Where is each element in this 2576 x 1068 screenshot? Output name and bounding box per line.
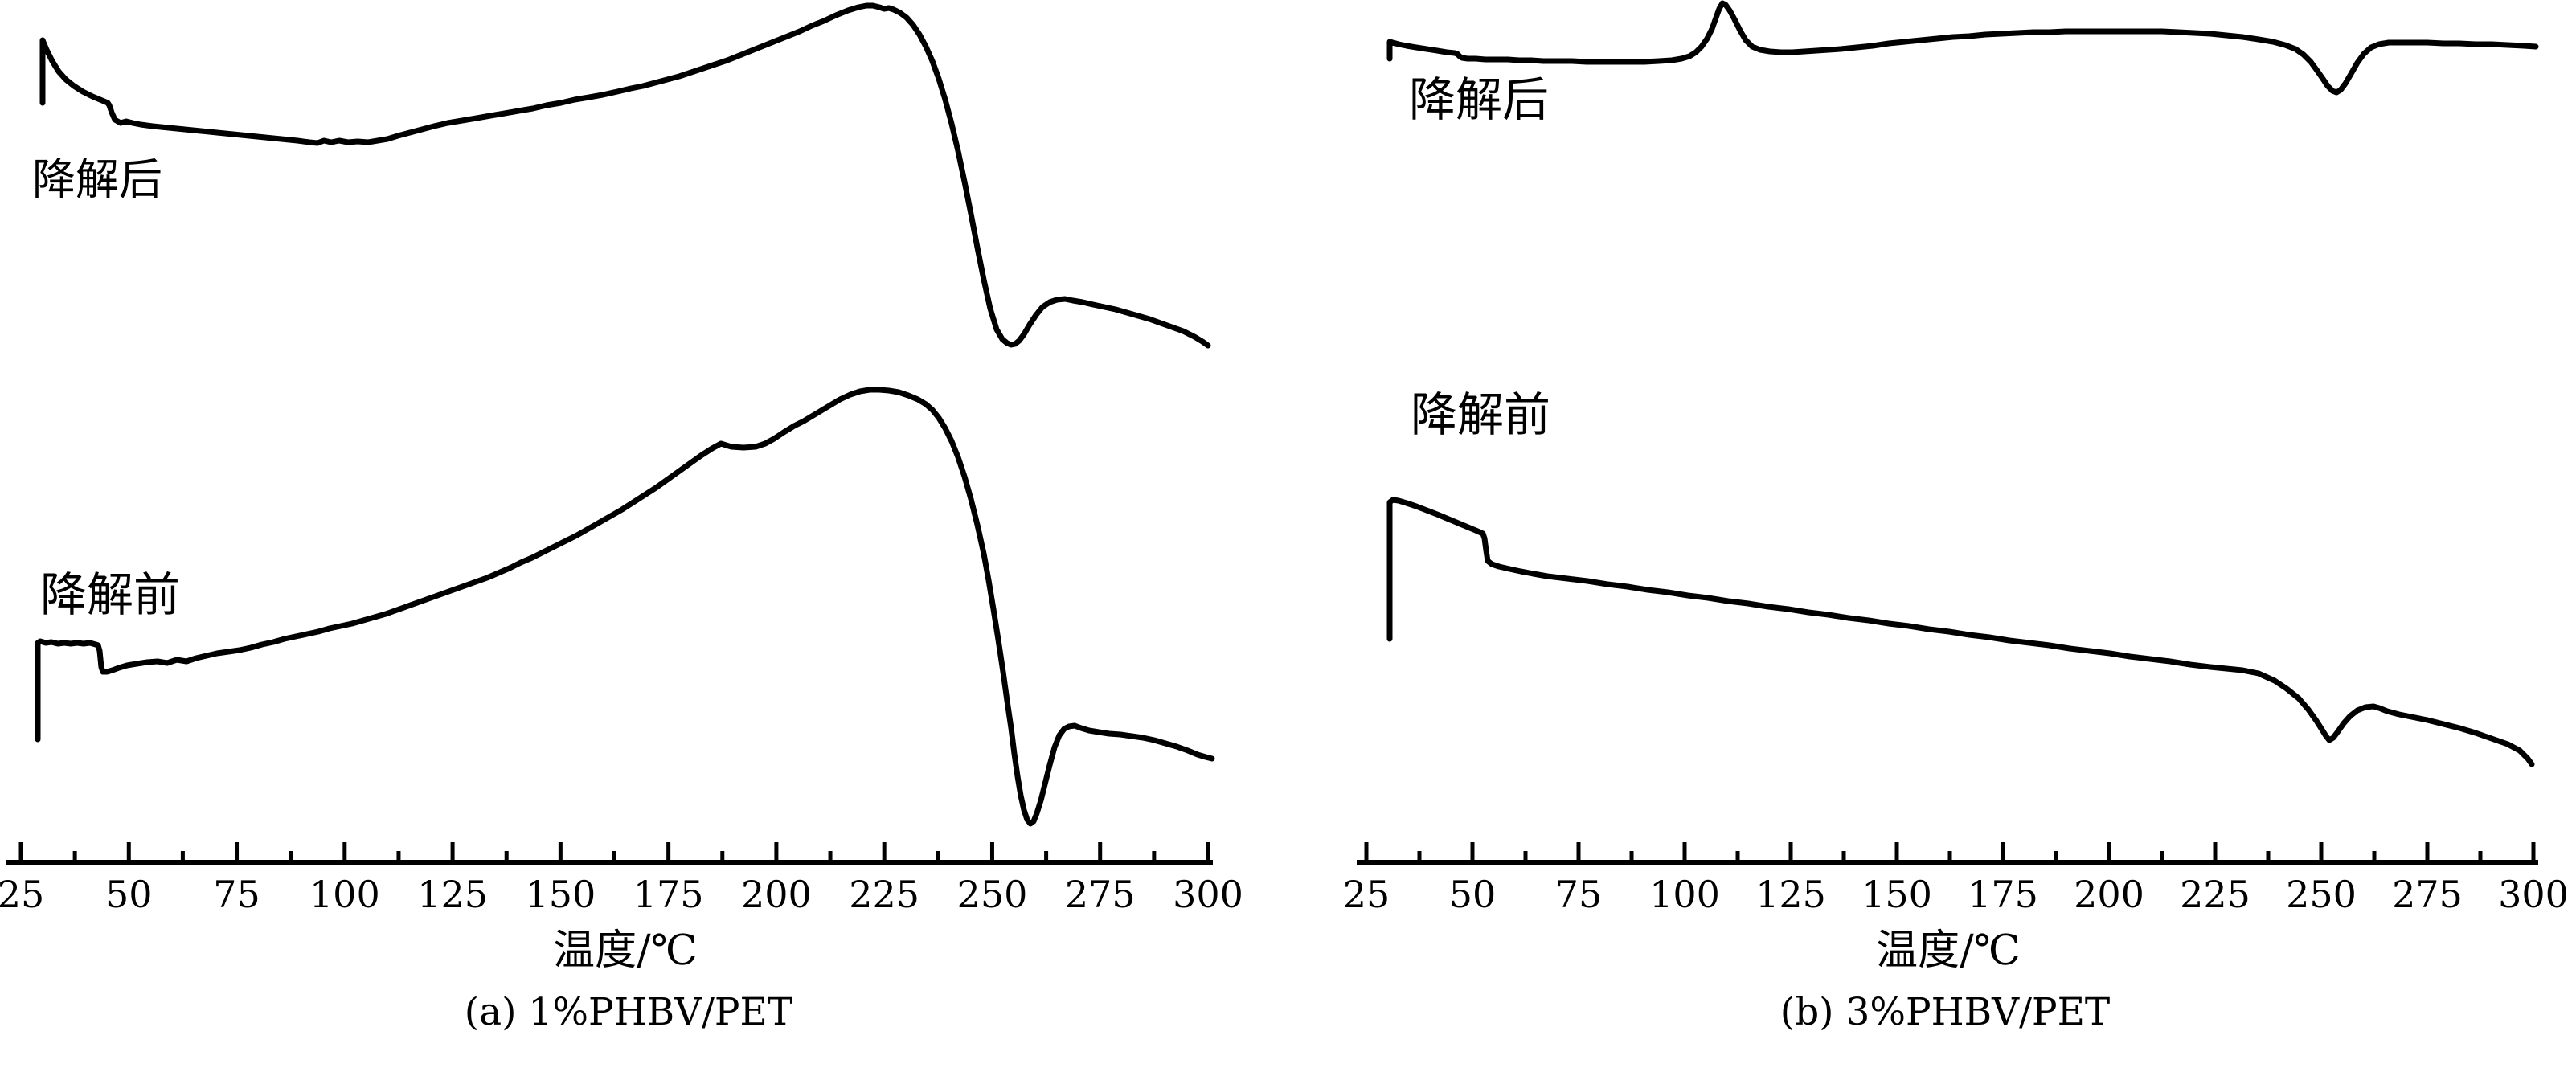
- xlabel-a: 温度/℃: [553, 927, 698, 975]
- x-tick-label-a-175: 175: [633, 873, 704, 916]
- x-tick-label-b-100: 100: [1649, 873, 1720, 916]
- x-tick-label-b-250: 250: [2286, 873, 2357, 916]
- x-tick-label-a-225: 225: [849, 873, 920, 916]
- caption-a: (a) 1%PHBV/PET: [464, 990, 793, 1034]
- panel-a-curve-0: [39, 2, 1211, 349]
- x-tick-label-a-300: 300: [1173, 873, 1243, 916]
- panel-b-curve-1: [1386, 497, 2535, 767]
- x-tick-label-a-200: 200: [741, 873, 812, 916]
- x-tick-label-b-225: 225: [2180, 873, 2250, 916]
- x-tick-label-b-275: 275: [2392, 873, 2463, 916]
- x-tick-label-a-100: 100: [309, 873, 380, 916]
- caption-b: (b) 3%PHBV/PET: [1779, 990, 2111, 1034]
- panel-a-curve-1: [35, 387, 1215, 827]
- x-tick-label-b-75: 75: [1554, 873, 1603, 916]
- x-tick-label-b-150: 150: [1861, 873, 1932, 916]
- x-tick-label-b-300: 300: [2498, 873, 2569, 916]
- x-tick-label-b-125: 125: [1755, 873, 1826, 916]
- x-tick-label-a-75: 75: [213, 873, 260, 916]
- x-tick-label-b-175: 175: [1968, 873, 2038, 916]
- curve-label-b-1: 降解前: [1411, 387, 1551, 442]
- x-tick-label-b-25: 25: [1342, 873, 1390, 916]
- curve-label-a-0: 降解后: [32, 154, 162, 205]
- x-tick-label-a-250: 250: [956, 873, 1028, 916]
- x-tick-label-a-150: 150: [525, 873, 596, 916]
- x-tick-label-b-200: 200: [2074, 873, 2144, 916]
- panel-b-curve-0: [1386, 0, 2539, 96]
- xlabel-b: 温度/℃: [1876, 927, 2021, 975]
- x-tick-label-a-275: 275: [1064, 873, 1136, 916]
- x-tick-label-b-50: 50: [1448, 873, 1497, 916]
- curve-label-b-0: 降解后: [1409, 72, 1550, 127]
- curve-label-a-1: 降解前: [40, 567, 181, 622]
- x-tick-label-a-25: 25: [0, 873, 45, 916]
- x-tick-label-a-50: 50: [104, 873, 153, 916]
- x-tick-label-a-125: 125: [417, 873, 488, 916]
